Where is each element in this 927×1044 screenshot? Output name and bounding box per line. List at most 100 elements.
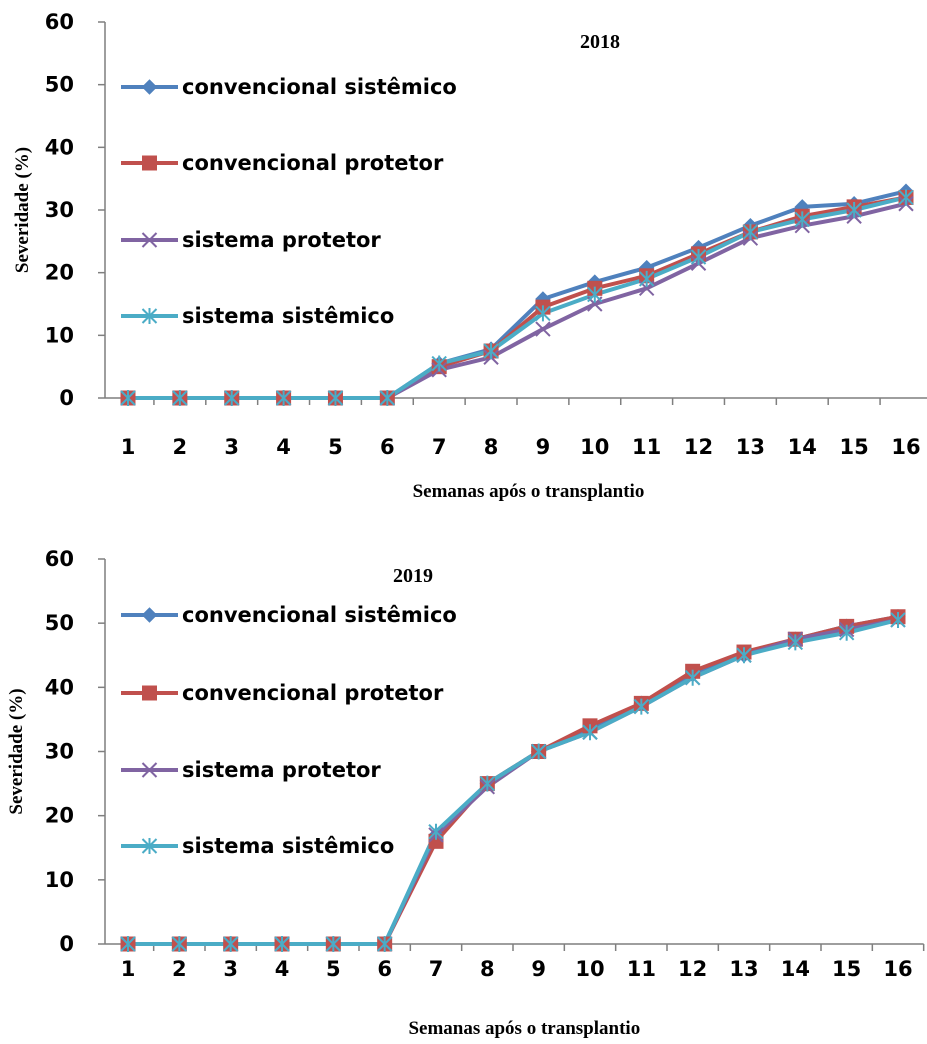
data-point (535, 305, 551, 322)
x-tick-label: 13 (729, 957, 758, 981)
x-tick-label: 11 (632, 435, 661, 459)
legend-item: sistema sistêmico (121, 304, 394, 328)
data-point (431, 355, 447, 372)
x-tick-label: 16 (891, 435, 920, 459)
data-point (742, 223, 759, 240)
x-tick-label: 9 (531, 957, 546, 981)
legend-label: sistema sistêmico (182, 304, 394, 328)
y-tick-label: 50 (45, 611, 74, 635)
x-tick-label: 8 (480, 957, 495, 981)
x-tick-label: 1 (121, 957, 136, 981)
data-point (171, 936, 188, 952)
x-tick-label: 3 (223, 957, 238, 981)
legend: convencional sistêmico convencional prote… (121, 75, 457, 328)
x-tick-label: 16 (883, 957, 912, 981)
legend-label: sistema protetor (182, 758, 381, 782)
legend-marker (142, 685, 157, 701)
y-tick-label: 60 (45, 10, 74, 34)
y-tick-label: 0 (59, 386, 74, 410)
data-point (222, 936, 239, 952)
legend-marker (141, 232, 158, 248)
data-point (638, 270, 655, 287)
x-tick-label: 10 (575, 957, 604, 981)
chart-title: 2019 (393, 565, 433, 587)
legend-marker (141, 607, 158, 623)
legend-label: convencional protetor (182, 681, 444, 705)
x-tick-label: 5 (328, 435, 343, 459)
data-point (794, 211, 810, 228)
y-axis-title: Severidade (%) (6, 688, 27, 814)
data-point (846, 202, 862, 218)
legend-marker (141, 838, 158, 854)
y-tick-label: 60 (45, 547, 74, 571)
x-tick-label: 1 (121, 435, 136, 459)
data-point (275, 390, 292, 406)
y-tick-label: 10 (45, 868, 74, 892)
legend-item: convencional protetor (121, 151, 444, 175)
x-tick-label: 10 (580, 435, 609, 459)
data-point (224, 390, 240, 406)
legend-item: sistema protetor (121, 228, 381, 252)
data-point (327, 390, 344, 406)
x-tick-label: 2 (173, 435, 188, 459)
x-tick-label: 15 (840, 435, 869, 459)
data-point (530, 743, 547, 760)
data-point (483, 343, 499, 359)
legend-marker (141, 762, 158, 778)
legend-item: convencional protetor (121, 681, 444, 705)
data-point (274, 936, 290, 952)
chart-title: 2018 (580, 31, 620, 53)
legend-marker (141, 79, 158, 95)
legend-label: sistema sistêmico (182, 834, 394, 858)
x-tick-label: 7 (432, 435, 447, 459)
x-tick-label: 12 (684, 435, 713, 459)
data-point (736, 647, 752, 664)
legend-marker (142, 155, 157, 171)
y-tick-label: 20 (45, 804, 74, 828)
data-point (120, 390, 136, 406)
data-point (838, 624, 855, 641)
x-tick-label: 4 (276, 435, 291, 459)
x-tick-label: 14 (788, 435, 817, 459)
x-tick-label: 4 (275, 957, 290, 981)
data-point (898, 189, 914, 206)
legend-item: sistema protetor (121, 758, 381, 782)
y-tick-label: 30 (45, 740, 74, 764)
data-point (325, 936, 342, 952)
data-point (428, 823, 444, 840)
x-axis-title: Semanas após o transplantio (408, 1018, 640, 1039)
data-point (535, 321, 551, 337)
legend-marker (141, 308, 158, 324)
x-tick-label: 13 (736, 435, 765, 459)
y-tick-label: 30 (45, 198, 74, 222)
x-tick-label: 14 (781, 957, 810, 981)
legend-label: convencional sistêmico (182, 603, 457, 627)
data-point (684, 669, 701, 686)
y-axis-title: Severidade (%) (12, 147, 33, 273)
legend-item: convencional sistêmico (121, 75, 457, 99)
legend-label: sistema protetor (182, 228, 381, 252)
legend-item: convencional sistêmico (121, 603, 457, 627)
x-tick-label: 9 (536, 435, 551, 459)
legend: convencional sistêmico convencional prote… (121, 603, 457, 858)
x-tick-label: 3 (224, 435, 239, 459)
data-point (587, 286, 603, 303)
x-tick-label: 5 (326, 957, 341, 981)
y-tick-label: 10 (45, 323, 74, 347)
y-tick-label: 40 (45, 675, 74, 699)
data-point (479, 775, 496, 792)
data-point (890, 611, 906, 628)
legend-label: convencional sistêmico (182, 75, 457, 99)
y-tick-label: 40 (45, 135, 74, 159)
x-tick-label: 12 (678, 957, 707, 981)
data-point (787, 634, 804, 651)
data-point (172, 390, 188, 406)
x-tick-label: 6 (380, 435, 395, 459)
x-tick-label: 15 (832, 957, 861, 981)
y-tick-label: 0 (59, 932, 74, 956)
series-line (128, 618, 899, 946)
data-point (582, 724, 598, 741)
